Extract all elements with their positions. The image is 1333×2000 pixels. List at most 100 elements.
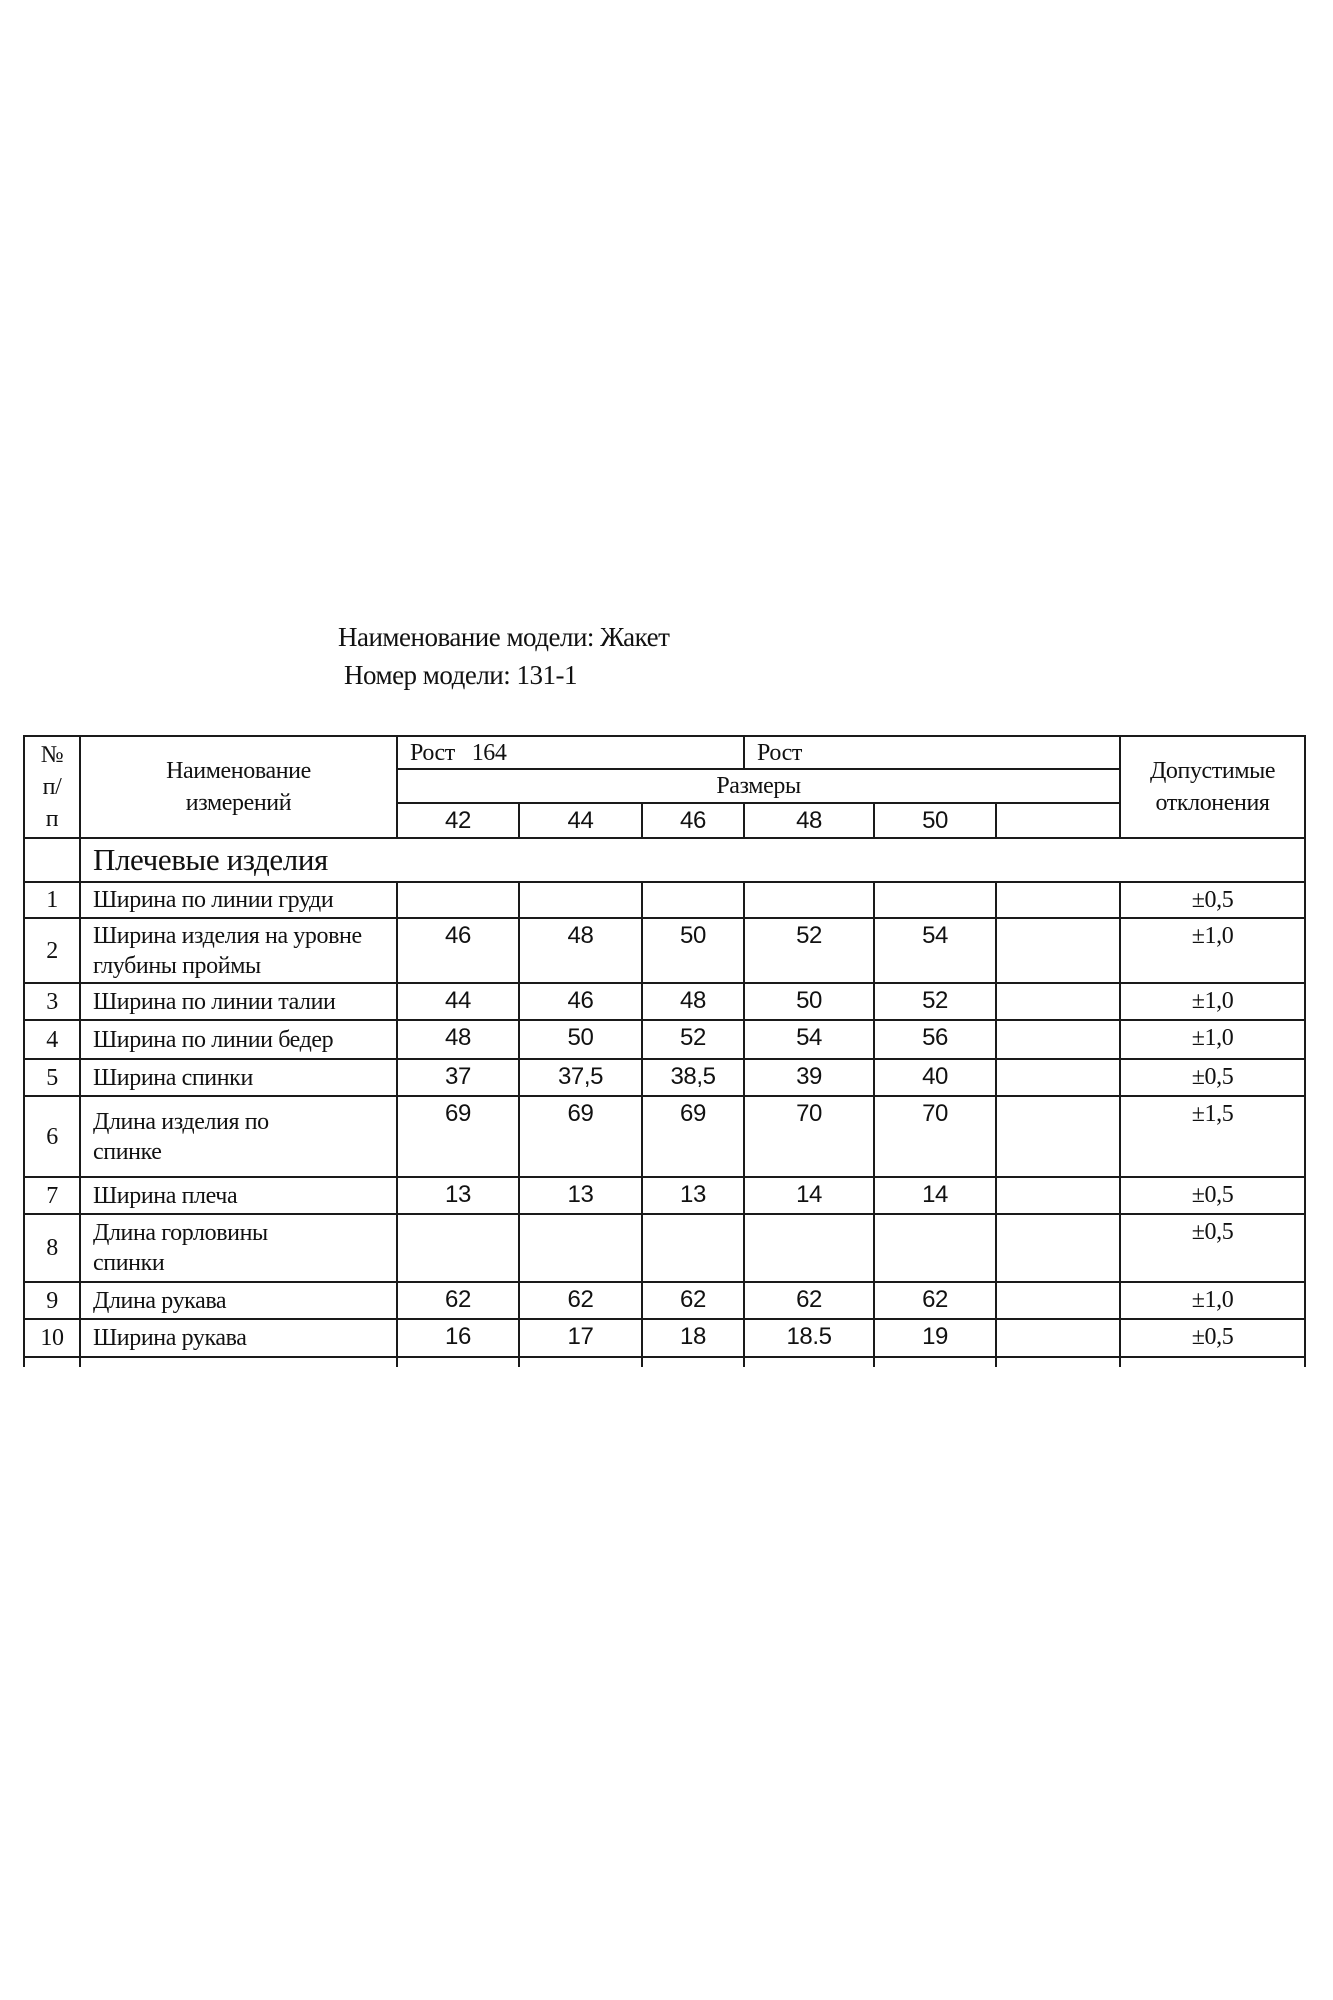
measurement-value: 18 <box>640 1318 746 1358</box>
measurement-value: 46 <box>518 982 643 1021</box>
measurement-value <box>995 1213 1122 1283</box>
table-row: 3 Ширина по линии талии 44 46 48 50 52 ±1,0 <box>23 982 1306 1021</box>
measurement-value: 52 <box>640 1019 746 1060</box>
empty-cell <box>1119 1356 1306 1367</box>
header-measurement-name: Наименование измерений <box>79 735 398 839</box>
measurement-value <box>995 1019 1122 1060</box>
measurement-value: 50 <box>518 1019 643 1060</box>
measurement-value <box>995 982 1122 1021</box>
tolerance-value: ±0,5 <box>1119 1176 1306 1215</box>
measurement-value: 62 <box>396 1281 520 1320</box>
measurement-value: 48 <box>518 917 643 984</box>
header-number: № п/ п <box>23 735 81 839</box>
header-tolerance: Допустимые отклонения <box>1119 735 1306 839</box>
tolerance-value: ±1,5 <box>1119 1095 1306 1178</box>
tolerance-value: ±0,5 <box>1119 881 1306 919</box>
measurement-value <box>640 1213 746 1283</box>
measurement-value <box>640 881 746 919</box>
size-header-46: 46 <box>640 802 746 839</box>
measurement-value: 48 <box>396 1019 520 1060</box>
measurement-value: 17 <box>518 1318 643 1358</box>
measurement-value: 14 <box>743 1176 876 1215</box>
row-number: 7 <box>23 1176 81 1215</box>
measurement-value: 62 <box>873 1281 998 1320</box>
table-row: 1 Ширина по линии груди ±0,5 <box>23 881 1306 919</box>
measurement-value: 69 <box>518 1095 643 1178</box>
empty-cell <box>995 1356 1122 1367</box>
size-header-blank <box>995 802 1122 839</box>
table-row: 9 Длина рукава 62 62 62 62 62 ±1,0 <box>23 1281 1306 1320</box>
measurement-value <box>518 1213 643 1283</box>
measurement-value <box>396 881 520 919</box>
measurement-value <box>873 881 998 919</box>
empty-cell <box>518 1356 643 1367</box>
tolerance-value: ±1,0 <box>1119 917 1306 984</box>
tolerance-value: ±0,5 <box>1119 1318 1306 1358</box>
measurement-value: 70 <box>743 1095 876 1178</box>
measurement-value: 40 <box>873 1058 998 1097</box>
empty-cell <box>640 1356 746 1367</box>
row-number: 3 <box>23 982 81 1021</box>
measurement-name: Ширина изделия на уровне глубины проймы <box>79 917 398 984</box>
measurement-value: 37 <box>396 1058 520 1097</box>
measurement-name: Ширина по линии груди <box>79 881 398 919</box>
measurement-value: 19 <box>873 1318 998 1358</box>
measurement-value <box>995 1058 1122 1097</box>
measurement-value: 52 <box>873 982 998 1021</box>
table-row: 10 Ширина рукава 16 17 18 18.5 19 ±0,5 <box>23 1318 1306 1358</box>
row-number: 1 <box>23 881 81 919</box>
measurement-name: Длина горловины спинки <box>79 1213 398 1283</box>
row-number: 9 <box>23 1281 81 1320</box>
size-header-48: 48 <box>743 802 876 839</box>
measurement-value: 38,5 <box>640 1058 746 1097</box>
table-row: 4 Ширина по линии бедер 48 50 52 54 56 ±1,0 <box>23 1019 1306 1060</box>
measurement-value <box>995 917 1122 984</box>
empty-cell <box>79 1356 398 1367</box>
empty-cell <box>396 1356 520 1367</box>
measurement-value: 48 <box>640 982 746 1021</box>
header-sizes: Размеры <box>395 768 1122 804</box>
tolerance-value: ±1,0 <box>1119 1019 1306 1060</box>
measurement-name: Ширина по линии бедер <box>79 1019 398 1060</box>
measurement-value: 16 <box>396 1318 520 1358</box>
measurement-value: 13 <box>518 1176 643 1215</box>
table-row: 8 Длина горловины спинки ±0,5 <box>23 1213 1306 1283</box>
measurement-value <box>995 1318 1122 1358</box>
measurement-value <box>743 881 876 919</box>
table-row: 7 Ширина плеча 13 13 13 14 14 ±0,5 <box>23 1176 1306 1215</box>
measurement-value: 13 <box>640 1176 746 1215</box>
measurement-value: 70 <box>873 1095 998 1178</box>
measurement-value: 46 <box>396 917 520 984</box>
measurement-value <box>995 1095 1122 1178</box>
measurement-value <box>396 1213 520 1283</box>
section-title: Плечевые изделия <box>78 837 1306 883</box>
measurement-value: 18.5 <box>743 1318 876 1358</box>
measurement-name: Ширина плеча <box>79 1176 398 1215</box>
model-number: Номер модели: 131-1 <box>344 660 578 690</box>
header-height-164: Рост 164 <box>395 735 746 770</box>
model-name: Наименование модели: Жакет <box>338 622 670 652</box>
tolerance-value: ±1,0 <box>1119 982 1306 1021</box>
measurement-value <box>995 1281 1122 1320</box>
table-row: 6 Длина изделия по спинке 69 69 69 70 70 ±1,5 <box>23 1095 1306 1178</box>
measurement-value: 39 <box>743 1058 876 1097</box>
measurement-value <box>518 881 643 919</box>
row-number: 4 <box>23 1019 81 1060</box>
measurement-value: 44 <box>396 982 520 1021</box>
measurement-value <box>995 881 1122 919</box>
empty-cell <box>743 1356 876 1367</box>
tolerance-value: ±0,5 <box>1119 1213 1306 1283</box>
size-header-42: 42 <box>396 802 520 839</box>
measurement-value: 14 <box>873 1176 998 1215</box>
tolerance-value: ±1,0 <box>1119 1281 1306 1320</box>
measurement-value: 50 <box>640 917 746 984</box>
measurements-table: № п/ п Наименование измерений Рост 164 Р… <box>23 735 1306 1367</box>
measurement-value: 50 <box>743 982 876 1021</box>
measurement-name: Ширина спинки <box>79 1058 398 1097</box>
measurement-name: Ширина по линии талии <box>79 982 398 1021</box>
row-number: 8 <box>23 1213 81 1283</box>
measurement-value: 37,5 <box>518 1058 643 1097</box>
measurement-value <box>995 1176 1122 1215</box>
measurement-name: Длина изделия по спинке <box>79 1095 398 1178</box>
measurement-value: 62 <box>640 1281 746 1320</box>
